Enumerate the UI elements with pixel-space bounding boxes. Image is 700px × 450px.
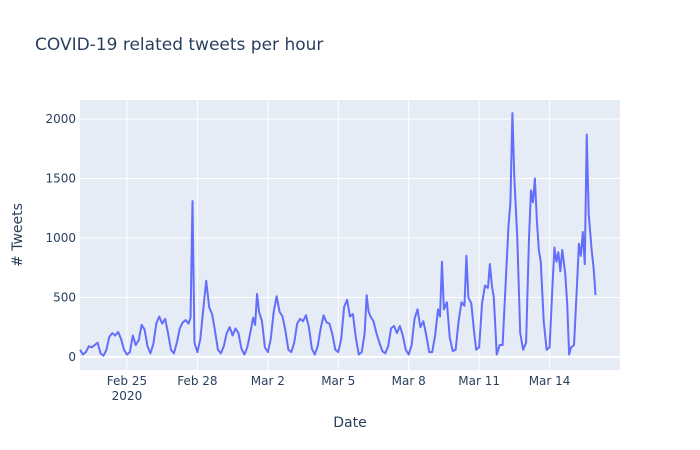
y-tick-label: 0 [68,350,76,364]
x-tick-label: Mar 8 [392,374,426,388]
x-tick-label: Mar 11 [458,374,500,388]
x-tick-sublabel: 2020 [112,389,143,403]
y-tick-label: 1000 [45,231,76,245]
y-tick-label: 2000 [45,112,76,126]
chart-title: COVID-19 related tweets per hour [35,35,323,55]
x-gridlines [126,100,551,370]
x-tick-label: Feb 25 [107,374,147,388]
series-layer [79,112,597,357]
x-axis-title: Date [333,415,366,431]
plot-area [80,100,620,370]
x-tick-label: Mar 5 [321,374,355,388]
y-tick-label: 1500 [45,172,76,186]
y-tick-labels: 0 500 1000 1500 2000 [45,112,76,364]
x-tick-label: Feb 28 [177,374,217,388]
x-tick-label: Mar 2 [251,374,285,388]
series-line [79,112,597,357]
y-tick-label: 500 [53,290,76,304]
x-tick-label: Mar 14 [529,374,571,388]
y-axis-title: # Tweets [10,203,26,267]
